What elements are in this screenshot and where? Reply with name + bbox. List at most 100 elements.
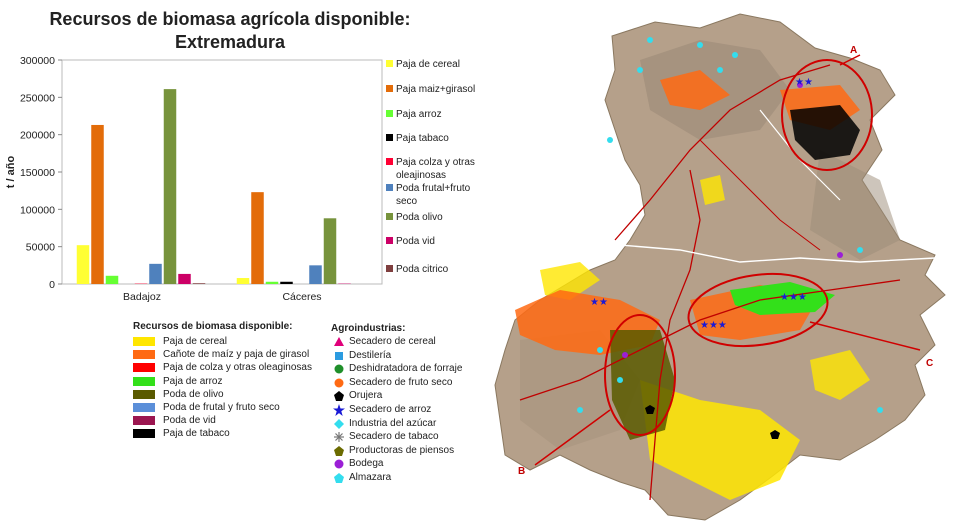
agro-label: Secadero de tabaco <box>349 431 439 443</box>
resource-label: Poda de olivo <box>163 388 224 400</box>
legend-label: Paja tabaco <box>396 133 449 144</box>
legend-swatch <box>386 60 393 67</box>
orujera-marker <box>645 405 655 414</box>
almazara-marker <box>577 407 583 413</box>
almazara-marker <box>697 42 703 48</box>
legend-label: Paja colza y otras <box>396 157 475 168</box>
cereal-area <box>540 262 600 300</box>
resource-label: Poda de vid <box>163 415 216 427</box>
almazara-marker <box>607 137 613 143</box>
agro-label: Secadero de arroz <box>349 404 432 415</box>
bar-0-1 <box>236 278 250 284</box>
almazara-marker <box>732 52 738 58</box>
road <box>614 64 831 241</box>
legend-label: Paja maiz+girasol <box>396 84 475 95</box>
y-tick-label: 100000 <box>20 204 55 216</box>
legend-label: seco <box>396 196 418 207</box>
legend-label: Paja arroz <box>396 109 442 120</box>
agro-legend-title: Agroindustrias: <box>331 323 406 334</box>
maize-area <box>660 70 730 110</box>
resource-label: Paja de colza y otras oleaginosas <box>163 362 312 374</box>
legend-swatch <box>386 265 393 272</box>
cereal-area <box>700 175 725 205</box>
bar-2-0 <box>105 275 119 284</box>
bar-5-0 <box>149 263 162 284</box>
chart-subtitle: Extremadura <box>175 32 286 52</box>
bar-0-0 <box>76 245 90 284</box>
bar-2-1 <box>265 281 279 284</box>
legend-swatch <box>386 158 393 165</box>
cereal-area <box>640 380 800 500</box>
legend-label: Poda olivo <box>396 212 443 223</box>
orujera-marker <box>770 430 780 439</box>
bar-7-0 <box>178 273 191 284</box>
legend-swatch <box>386 110 393 117</box>
terrain-patch <box>810 150 900 260</box>
zone-c-pointer <box>809 321 921 351</box>
legend-swatch <box>386 134 393 141</box>
y-tick-label: 300000 <box>20 55 55 67</box>
zone-a-circle <box>781 59 873 171</box>
resource-label: Cañote de maíz y paja de girasol <box>163 349 310 361</box>
resource-swatch <box>133 350 155 360</box>
zone-label-b: B <box>518 466 525 477</box>
zone-b-circle <box>604 314 676 436</box>
chart-title: Recursos de biomasa agrícola disponible: <box>49 9 410 29</box>
resource-label: Paja de tabaco <box>163 428 230 440</box>
agro-label: Almazara <box>349 472 392 483</box>
zone-label-a: A <box>850 45 857 56</box>
y-axis-label: t / año <box>5 156 17 189</box>
bodega-marker <box>797 82 803 88</box>
legend-label: oleajinosas <box>396 170 446 181</box>
terrain-patch <box>520 330 640 450</box>
extremadura-map: ★★★ ★★★ ★★ ★★ A B C <box>494 13 946 521</box>
bar-1-1 <box>251 192 264 284</box>
bar-6-1 <box>323 218 337 284</box>
bars <box>76 89 351 285</box>
resource-swatch <box>133 389 155 399</box>
chart-legend: Paja de cereal Paja maiz+girasol Paja arro… <box>386 59 475 275</box>
rice-dryer-marker: ★★★ <box>780 292 807 303</box>
bar-8-0 <box>192 283 206 284</box>
zone-b-pointer <box>534 409 611 466</box>
x-axis: Badajoz Cáceres <box>123 291 322 303</box>
resource-swatch <box>133 416 155 426</box>
agro-label: Destilería <box>349 349 392 361</box>
almazara-marker <box>597 347 603 353</box>
resource-label: Paja de cereal <box>163 336 227 347</box>
resource-swatch <box>133 403 155 412</box>
resource-swatch <box>133 363 155 373</box>
legend-swatch <box>386 184 393 191</box>
rice-dryer-marker: ★★ <box>795 77 813 88</box>
zone-c-circle <box>687 272 829 348</box>
legend-label: Poda vid <box>396 236 435 247</box>
almazara-marker <box>637 67 643 73</box>
agro-label: Secadero de fruto seco <box>349 376 453 388</box>
agro-label: Secadero de cereal <box>349 336 436 347</box>
rice-dryer-marker: ★★★ <box>700 320 727 331</box>
y-axis: 300000 250000 200000 150000 100000 50000 0 <box>20 55 62 291</box>
y-tick-label: 0 <box>49 279 55 291</box>
y-tick-label: 50000 <box>26 242 55 254</box>
agro-label: Bodega <box>349 458 384 470</box>
resource-swatch <box>133 376 155 386</box>
bar-6-0 <box>163 89 177 285</box>
legend-swatch <box>386 213 393 220</box>
bar-5-1 <box>309 265 322 284</box>
rice-dryer-marker: ★★ <box>590 297 608 308</box>
cereal-area <box>810 350 870 400</box>
x-tick-label: Badajoz <box>123 291 161 303</box>
resources-legend-title: Recursos de biomasa disponible: <box>133 321 293 332</box>
y-tick-label: 250000 <box>20 92 55 104</box>
agro-label: Orujera <box>349 390 383 402</box>
legend-label: Paja de cereal <box>396 59 460 70</box>
agro-label: Industria del azúcar <box>349 417 437 429</box>
rice-area <box>730 282 835 315</box>
agroindustry-markers: ★★★ ★★★ ★★ ★★ <box>577 37 883 439</box>
legend-label: Poda frutal+fruto <box>396 183 471 194</box>
road <box>699 139 821 251</box>
province-border <box>504 244 936 263</box>
bodega-marker <box>622 352 628 358</box>
zone-label-c: C <box>926 358 933 369</box>
